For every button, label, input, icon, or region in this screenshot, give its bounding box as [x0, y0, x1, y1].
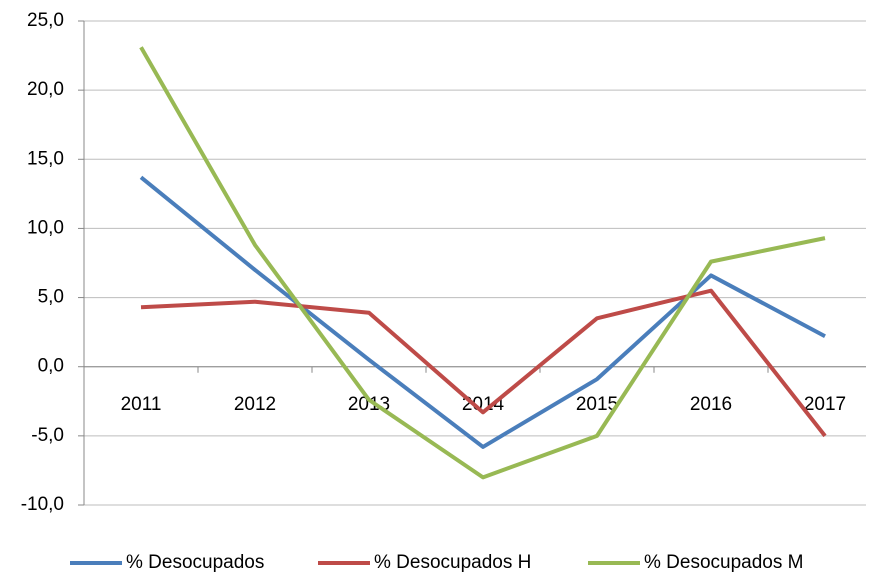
legend-label: % Desocupados M [644, 552, 803, 573]
series-line [140, 288, 827, 438]
x-tick-label: 2015 [576, 394, 618, 415]
y-tick-label: 5,0 [38, 287, 64, 308]
y-tick-label: -5,0 [31, 425, 64, 446]
x-tick-label: 2017 [804, 394, 846, 415]
y-tick-label: 25,0 [27, 10, 64, 31]
x-tick-label: 2011 [121, 394, 162, 415]
x-tick-label: 2013 [348, 394, 390, 415]
y-tick-label: 0,0 [38, 356, 64, 377]
series-line [139, 175, 826, 449]
y-tick-label: 20,0 [27, 79, 64, 100]
x-tick-label: 2016 [690, 394, 732, 415]
legend-label: % Desocupados [126, 552, 264, 573]
x-tick-label: 2014 [462, 394, 505, 415]
legend-label: % Desocupados H [374, 552, 531, 573]
series-line [139, 46, 826, 480]
y-tick-label: -10,0 [21, 494, 64, 515]
y-tick-label: 15,0 [27, 148, 64, 169]
x-tick-label: 2012 [234, 394, 276, 415]
y-tick-label: 10,0 [27, 217, 64, 238]
